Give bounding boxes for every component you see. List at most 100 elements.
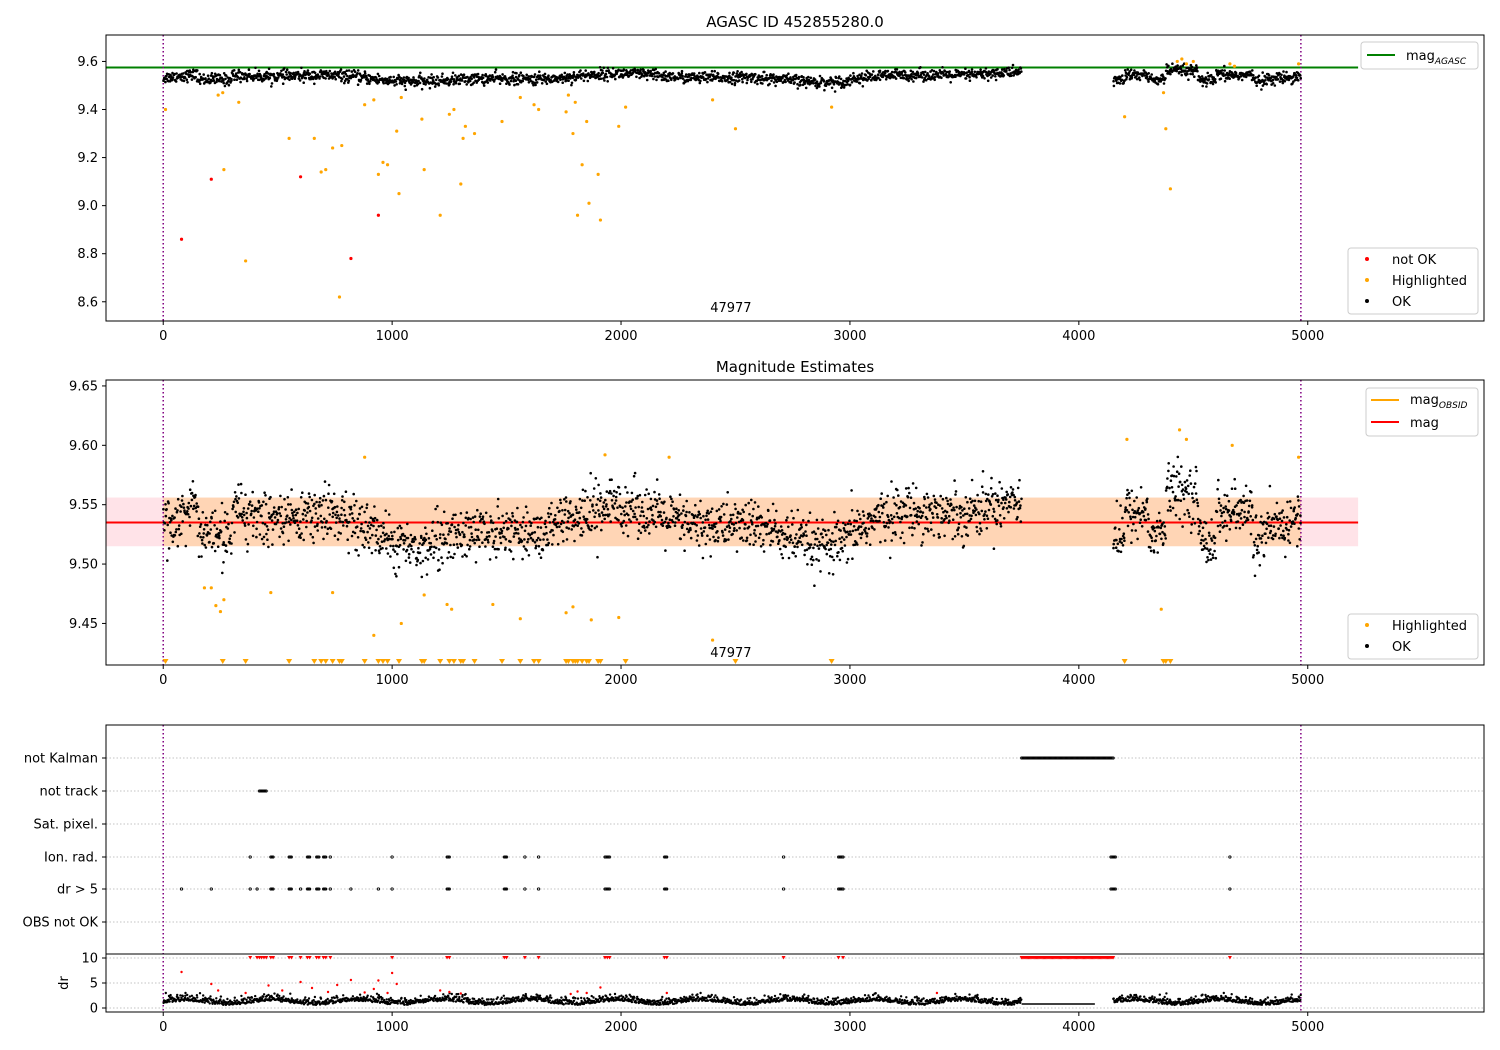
ok-point (912, 501, 916, 505)
ok-point (663, 520, 667, 524)
ok-point (244, 73, 248, 76)
ok-point (1183, 480, 1187, 484)
ok-point (1281, 81, 1285, 85)
ok-point (477, 528, 480, 532)
ok-point (473, 515, 477, 518)
ok-point (559, 498, 562, 502)
ok-point (1248, 499, 1252, 503)
ok-point (1162, 75, 1165, 78)
ok-point (300, 66, 303, 70)
ok-point (324, 77, 327, 80)
ok-point (907, 79, 910, 83)
ok-point (751, 523, 754, 526)
ok-point (582, 79, 586, 83)
ok-point (1150, 539, 1154, 543)
ok-point (901, 74, 905, 77)
ok-point (1147, 517, 1150, 521)
ok-point (717, 508, 721, 511)
ok-point (804, 530, 807, 533)
ok-point (1292, 80, 1295, 83)
ok-point (446, 556, 449, 560)
ok-point (182, 506, 186, 510)
ok-point (418, 551, 422, 555)
ok-point (892, 496, 895, 499)
ok-point (1254, 537, 1258, 541)
ok-point (538, 70, 541, 73)
ok-point (231, 507, 234, 511)
ok-point (677, 509, 680, 512)
ok-point (1136, 537, 1139, 541)
legend-ok-marker-2 (1365, 644, 1369, 648)
highlighted-point (450, 607, 454, 611)
ok-point (1190, 523, 1193, 526)
ok-point (843, 544, 847, 547)
ok-point (624, 485, 627, 489)
ok-point (1254, 514, 1258, 517)
highlighted-point (575, 213, 580, 217)
ok-point (795, 533, 798, 536)
ok-point (614, 499, 618, 502)
highlighted-point (222, 167, 226, 172)
ok-point (1162, 542, 1165, 545)
ok-point (909, 69, 913, 73)
ok-point (839, 529, 842, 532)
ok-point (649, 497, 653, 501)
ok-point (286, 514, 289, 517)
ok-point (598, 66, 602, 69)
ok-point (882, 506, 885, 509)
ok-point (174, 530, 178, 534)
ok-point (491, 521, 495, 525)
ok-point (170, 518, 173, 522)
ok-point (598, 499, 602, 503)
ok-point (580, 527, 583, 530)
ok-point (745, 81, 749, 85)
ok-point (1182, 497, 1186, 501)
ok-point (410, 544, 413, 548)
ok-point (647, 492, 650, 496)
ok-point (199, 535, 202, 539)
ok-point (182, 72, 185, 75)
ok-point (695, 524, 698, 527)
ok-point (1177, 498, 1180, 502)
ok-point (509, 540, 512, 543)
ok-point (815, 518, 819, 522)
ok-point (318, 75, 322, 78)
ok-point (1009, 506, 1013, 509)
ok-point (275, 512, 279, 515)
ok-point (1298, 74, 1302, 77)
ok-point (1205, 85, 1208, 88)
ok-point (515, 520, 519, 524)
ok-point (437, 84, 441, 87)
ok-point (593, 526, 597, 530)
ok-point (1296, 544, 1299, 548)
ok-point (1155, 534, 1158, 538)
ok-point (596, 555, 599, 559)
ok-point (861, 510, 865, 513)
ok-point (303, 509, 307, 512)
highlighted-point (331, 146, 335, 150)
ok-point (210, 517, 213, 520)
ok-point (311, 535, 315, 539)
ok-point (370, 523, 373, 527)
ok-point (664, 70, 667, 73)
ok-point (1242, 494, 1245, 498)
highlighted-point (269, 590, 273, 595)
ok-point (347, 79, 351, 82)
ok-point (653, 75, 657, 78)
ok-point (1169, 72, 1172, 76)
highlighted-point (438, 213, 442, 217)
ok-point (896, 488, 899, 492)
ok-point (792, 516, 795, 520)
ok-point (754, 72, 757, 76)
ok-point (1239, 512, 1242, 515)
ok-point (907, 486, 910, 490)
ok-point (763, 70, 766, 74)
ok-point (931, 512, 934, 515)
ok-point (802, 533, 806, 537)
ok-point (1193, 75, 1196, 78)
ok-point (180, 505, 183, 509)
ok-point (1213, 549, 1216, 553)
ok-point (440, 523, 444, 527)
ok-point (920, 76, 924, 79)
ok-point (608, 513, 611, 516)
